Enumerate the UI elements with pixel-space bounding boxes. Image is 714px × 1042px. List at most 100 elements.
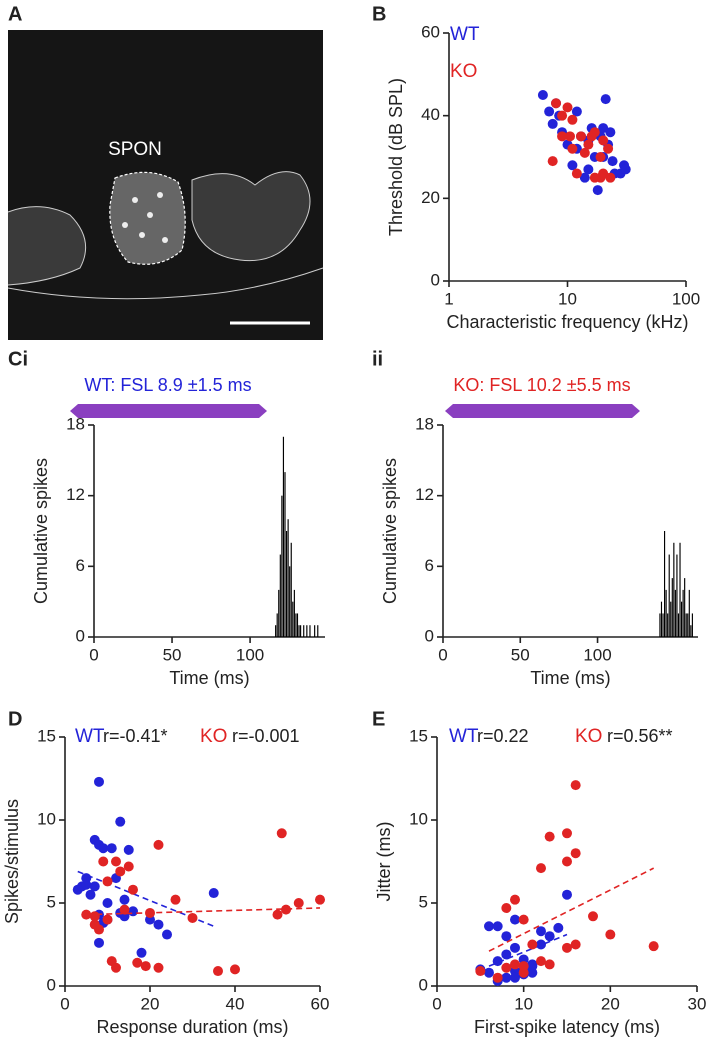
point — [501, 972, 512, 983]
legend-label: WT — [75, 726, 105, 747]
x-tick-label: 100 — [672, 289, 700, 308]
bar — [290, 542, 292, 637]
point — [153, 919, 164, 930]
y-tick-label: 15 — [409, 726, 428, 745]
legend-label: KO — [575, 726, 602, 747]
point — [475, 966, 486, 977]
x-tick-label: 0 — [60, 994, 69, 1013]
bar — [293, 589, 295, 637]
bar — [300, 625, 302, 637]
bar — [665, 589, 667, 637]
point — [85, 889, 96, 900]
point — [589, 127, 600, 138]
bar — [685, 613, 687, 637]
point — [281, 904, 291, 915]
point — [579, 172, 590, 183]
point — [536, 939, 546, 950]
x-tick-label: 50 — [163, 645, 182, 664]
point — [89, 911, 100, 922]
bar — [676, 554, 678, 637]
point — [484, 967, 494, 978]
point — [484, 921, 494, 932]
bar — [662, 613, 664, 637]
bar — [296, 613, 299, 637]
point — [140, 961, 151, 972]
legend-label: WT — [449, 726, 479, 747]
point — [153, 962, 164, 973]
x-tick-label: 100 — [583, 645, 611, 664]
point — [293, 898, 304, 908]
panel-a: SPON A — [7, 3, 324, 340]
y-tick-label: 5 — [419, 892, 428, 911]
y-tick-label: 6 — [76, 556, 85, 575]
point — [510, 972, 520, 983]
bar — [287, 519, 289, 637]
point — [115, 866, 126, 877]
point — [492, 956, 503, 967]
point — [208, 888, 219, 899]
bar — [317, 625, 319, 637]
point — [132, 957, 143, 968]
bar — [284, 472, 286, 637]
point — [565, 131, 576, 142]
r-label: r=-0.41* — [103, 726, 168, 746]
y-tick-label: 6 — [425, 556, 434, 575]
point — [102, 898, 113, 908]
point — [576, 131, 587, 142]
bar — [677, 613, 680, 637]
y-tick-label: 0 — [76, 626, 85, 645]
point — [571, 168, 582, 179]
point — [571, 106, 582, 117]
point — [544, 106, 555, 117]
bar — [670, 601, 672, 637]
bar — [673, 542, 675, 637]
bar — [276, 613, 278, 637]
point — [595, 172, 606, 183]
fit-line — [488, 933, 568, 967]
y-tick-label: 5 — [47, 892, 56, 911]
x-tick-label: 20 — [601, 994, 620, 1013]
point — [603, 143, 614, 154]
bar — [671, 578, 673, 637]
y-axis-label: Jitter (ms) — [374, 822, 394, 902]
y-tick-label: 0 — [425, 626, 434, 645]
cell — [162, 237, 168, 243]
fit-line — [488, 867, 655, 952]
point — [119, 904, 130, 915]
point — [527, 961, 538, 972]
point — [492, 972, 503, 983]
panel-label: A — [8, 3, 22, 25]
x-axis-label: Time (ms) — [169, 668, 249, 688]
point — [276, 828, 287, 839]
bar — [668, 554, 670, 637]
x-axis-label: Characteristic frequency (kHz) — [446, 312, 688, 332]
legend-label: KO — [200, 726, 227, 747]
bar — [279, 554, 281, 637]
point — [98, 856, 109, 867]
point — [536, 956, 546, 967]
y-tick-label: 12 — [415, 485, 434, 504]
point — [562, 889, 572, 900]
point — [501, 902, 512, 913]
y-tick-label: 0 — [47, 975, 56, 994]
point — [518, 967, 529, 978]
point — [230, 964, 240, 975]
cell — [157, 192, 163, 198]
point — [553, 922, 564, 933]
point — [213, 966, 223, 977]
panel-label: E — [372, 708, 385, 730]
x-tick-label: 50 — [511, 645, 530, 664]
point — [595, 152, 606, 162]
x-axis-label: Time (ms) — [530, 668, 610, 688]
point — [588, 911, 598, 922]
point — [567, 143, 578, 154]
y-tick-label: 18 — [66, 414, 85, 433]
point — [607, 156, 618, 167]
r-label: r=-0.001 — [232, 726, 300, 746]
bar — [687, 613, 689, 637]
point — [592, 185, 603, 196]
point — [620, 164, 631, 175]
y-tick-label: 60 — [421, 22, 440, 41]
bar — [682, 589, 684, 637]
